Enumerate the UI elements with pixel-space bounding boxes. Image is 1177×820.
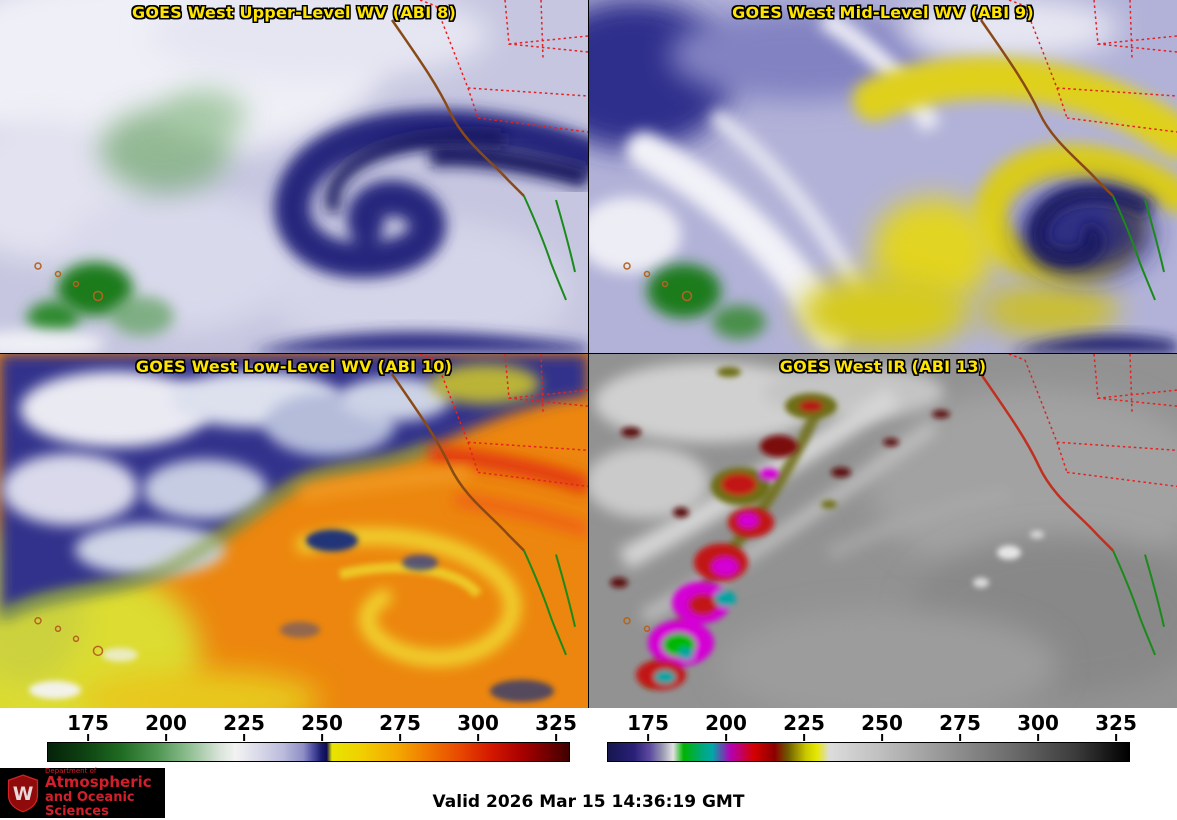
logo-line1: Atmospheric [45, 773, 152, 792]
scattered-cold-cells [610, 367, 950, 588]
colorbar-tick: 250 [301, 712, 343, 741]
ir-colorbar-ticks: 175 200 225 250 275 300 325 [607, 712, 1137, 742]
panel-grid: GOES West Upper-Level WV (ABI 8) [0, 0, 1177, 708]
tick-mark [647, 734, 649, 741]
map-overlay [979, 354, 1177, 656]
tick-label: 300 [1017, 711, 1059, 735]
colorbar-tick: 325 [1095, 712, 1137, 741]
logo-dept-label: Department of [45, 766, 97, 775]
colorbar-tick: 175 [67, 712, 109, 741]
hawaii-islands [34, 262, 104, 302]
colorbar-tick: 225 [223, 712, 265, 741]
map-overlay [979, 0, 1177, 301]
tick-mark [725, 734, 727, 741]
colorbar-tick: 225 [783, 712, 825, 741]
ir-colorbar: 175 200 225 250 275 300 325 [607, 712, 1137, 762]
colorbar-tick: 250 [861, 712, 903, 741]
logo-text: Department of Atmospheric and Oceanic Sc… [45, 766, 159, 819]
wv-colorbar: 175 200 225 250 275 300 325 [47, 712, 577, 762]
tick-mark [881, 734, 883, 741]
satellite-image-ir [589, 354, 1177, 708]
wv-colorbar-ticks: 175 200 225 250 275 300 325 [47, 712, 577, 742]
uw-aos-logo: W Department of Atmospheric and Oceanic … [0, 766, 165, 819]
map-overlay [390, 354, 588, 656]
tick-label: 175 [67, 711, 109, 735]
svg-text:W: W [13, 784, 34, 805]
tick-mark [555, 734, 557, 741]
footer: W Department of Atmospheric and Oceanic … [0, 766, 1177, 820]
satellite-image-mid-wv [589, 0, 1177, 353]
satellite-image-upper-wv [0, 0, 588, 353]
satellite-image-low-wv [0, 354, 588, 708]
colorbar-row: 175 200 225 250 275 300 325 175 200 225 … [0, 708, 1177, 766]
colorbar-tick: 300 [1017, 712, 1059, 741]
tick-mark [87, 734, 89, 741]
tick-mark [477, 734, 479, 741]
tick-mark [1037, 734, 1039, 741]
tick-mark [321, 734, 323, 741]
tick-label: 325 [535, 711, 577, 735]
tick-label: 250 [301, 711, 343, 735]
tick-label: 275 [379, 711, 421, 735]
tick-label: 175 [627, 711, 669, 735]
colorbar-tick: 275 [939, 712, 981, 741]
panel-low-level-wv: GOES West Low-Level WV (ABI 10) [0, 354, 588, 708]
ir-colorbar-gradient [607, 742, 1130, 762]
storm-cells [636, 393, 837, 690]
tick-mark [803, 734, 805, 741]
tick-mark [1115, 734, 1117, 741]
map-overlay [390, 0, 588, 301]
colorbar-tick: 325 [535, 712, 577, 741]
tick-label: 275 [939, 711, 981, 735]
tick-mark [243, 734, 245, 741]
colorbar-tick: 275 [379, 712, 421, 741]
panel-ir: GOES West IR (ABI 13) [589, 354, 1177, 708]
tick-label: 300 [457, 711, 499, 735]
tick-mark [399, 734, 401, 741]
colorbar-tick: 200 [705, 712, 747, 741]
uw-crest-icon: W [7, 774, 39, 813]
colorbar-tick: 300 [457, 712, 499, 741]
tick-label: 200 [145, 711, 187, 735]
tick-label: 250 [861, 711, 903, 735]
colorbar-tick: 200 [145, 712, 187, 741]
wv-colorbar-gradient [47, 742, 570, 762]
panel-mid-level-wv: GOES West Mid-Level WV (ABI 9) [589, 0, 1177, 353]
colorbar-tick: 175 [627, 712, 669, 741]
tick-label: 225 [783, 711, 825, 735]
tick-mark [959, 734, 961, 741]
tick-label: 325 [1095, 711, 1137, 735]
valid-time-label: Valid 2026 Mar 15 14:36:19 GMT [432, 792, 745, 812]
tick-label: 200 [705, 711, 747, 735]
hawaii-islands [34, 616, 104, 657]
tick-label: 225 [223, 711, 265, 735]
hawaii-islands [623, 262, 693, 302]
tick-mark [165, 734, 167, 741]
panel-upper-level-wv: GOES West Upper-Level WV (ABI 8) [0, 0, 588, 353]
logo-line2: and Oceanic Sciences [45, 789, 135, 819]
